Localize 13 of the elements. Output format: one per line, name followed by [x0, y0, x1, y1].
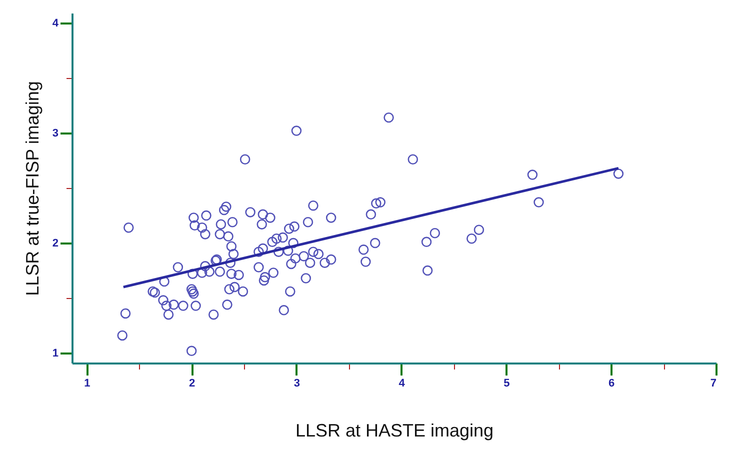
y-axis-title: LLSR at true-FISP imaging	[22, 81, 42, 296]
x-tick-label: 2	[189, 378, 196, 390]
y-tick-label: 2	[52, 238, 58, 250]
x-tick-label: 1	[84, 378, 90, 390]
x-axis-title: LLSR at HASTE imaging	[295, 420, 494, 440]
x-tick-label: 5	[504, 378, 510, 390]
y-tick-label: 4	[52, 17, 60, 30]
x-tick-label: 4	[398, 378, 406, 390]
x-tick-label: 7	[710, 378, 716, 390]
x-tick-label: 3	[294, 378, 300, 390]
y-tick-label: 3	[52, 127, 58, 140]
x-tick-label: 6	[608, 378, 615, 390]
y-tick-label: 1	[52, 348, 58, 360]
